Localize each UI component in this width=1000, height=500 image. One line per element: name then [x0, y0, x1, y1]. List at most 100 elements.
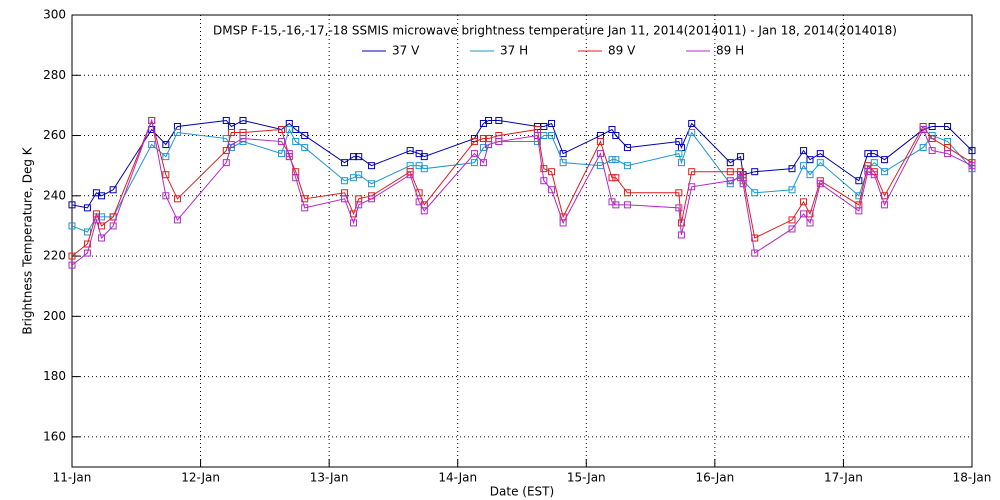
y-tick-label: 280: [43, 68, 66, 82]
point-marker: [341, 159, 349, 167]
point-marker: [406, 147, 414, 155]
point-marker: [540, 165, 548, 173]
point-marker: [881, 201, 889, 209]
y-axis-label: Brightness Temperature, Deg K: [21, 146, 35, 334]
point-marker: [816, 180, 824, 188]
point-marker: [470, 159, 478, 167]
point-marker: [83, 240, 91, 248]
x-tick-label: 15-Jan: [567, 471, 606, 485]
point-marker: [608, 156, 616, 164]
point-marker: [612, 132, 620, 140]
point-marker: [881, 156, 889, 164]
point-marker: [559, 159, 567, 167]
point-marker: [675, 204, 683, 212]
point-marker: [83, 228, 91, 236]
point-marker: [368, 162, 376, 170]
plot-frame: [71, 14, 973, 468]
point-marker: [800, 162, 808, 170]
point-marker: [596, 138, 604, 146]
point-marker: [173, 195, 181, 203]
point-marker: [751, 249, 759, 257]
point-marker: [292, 138, 300, 146]
point-marker: [919, 126, 927, 134]
point-marker: [68, 261, 76, 269]
point-marker: [222, 116, 230, 124]
point-marker: [292, 174, 300, 182]
point-marker: [612, 201, 620, 209]
point-marker: [68, 252, 76, 260]
point-marker: [341, 177, 349, 185]
point-marker: [148, 116, 156, 124]
point-marker: [83, 249, 91, 257]
point-marker: [881, 168, 889, 176]
x-tick-label: 12-Jan: [181, 471, 220, 485]
series-line: [71, 118, 973, 266]
point-marker: [688, 119, 696, 127]
point-marker: [548, 168, 556, 176]
point-marker: [355, 171, 363, 179]
point-marker: [608, 126, 616, 134]
point-marker: [479, 159, 487, 167]
y-tick-label: 240: [43, 188, 66, 202]
point-marker: [495, 116, 503, 124]
point-marker: [855, 207, 863, 215]
point-marker: [944, 150, 952, 158]
point-marker: [623, 144, 631, 152]
y-tick-label: 300: [43, 8, 66, 22]
point-marker: [368, 195, 376, 203]
point-marker: [162, 171, 170, 179]
point-marker: [470, 150, 478, 158]
point-marker: [688, 168, 696, 176]
point-marker: [98, 192, 106, 200]
point-marker: [285, 150, 293, 158]
point-marker: [623, 189, 631, 197]
point-marker: [559, 219, 567, 227]
point-marker: [285, 126, 293, 134]
point-marker: [278, 126, 286, 134]
x-tick-label: 13-Jan: [310, 471, 349, 485]
series-line: [71, 119, 973, 209]
point-marker: [688, 183, 696, 191]
y-tick-label: 260: [43, 128, 66, 142]
chart-title: DMSP F-15,-16,-17,-18 SSMIS microwave br…: [213, 24, 897, 38]
point-marker: [68, 201, 76, 209]
point-marker: [355, 201, 363, 209]
point-marker: [726, 168, 734, 176]
point-marker: [608, 174, 616, 182]
point-marker: [612, 156, 620, 164]
y-tick-label: 180: [43, 369, 66, 383]
point-marker: [751, 189, 759, 197]
point-marker: [92, 216, 100, 224]
point-marker: [788, 225, 796, 233]
point-marker: [239, 135, 247, 143]
point-marker: [227, 129, 235, 137]
point-marker: [162, 192, 170, 200]
point-marker: [173, 216, 181, 224]
point-marker: [968, 162, 976, 170]
x-tick-label: 18-Jan: [953, 471, 992, 485]
point-marker: [944, 122, 952, 130]
point-marker: [485, 116, 493, 124]
point-marker: [788, 165, 796, 173]
point-marker: [420, 165, 428, 173]
point-marker: [612, 174, 620, 182]
point-marker: [919, 144, 927, 152]
x-tick-label: 11-Jan: [53, 471, 92, 485]
point-marker: [870, 150, 878, 158]
point-marker: [688, 129, 696, 137]
point-marker: [739, 180, 747, 188]
y-tick-label: 220: [43, 249, 66, 263]
point-marker: [350, 153, 358, 161]
point-marker: [162, 153, 170, 161]
point-marker: [540, 177, 548, 185]
point-marker: [470, 138, 478, 146]
point-marker: [800, 198, 808, 206]
point-marker: [788, 186, 796, 194]
point-marker: [855, 177, 863, 185]
point-marker: [68, 222, 76, 230]
point-marker: [495, 138, 503, 146]
point-marker: [420, 207, 428, 215]
point-marker: [341, 195, 349, 203]
point-marker: [548, 132, 556, 140]
point-marker: [677, 231, 685, 239]
